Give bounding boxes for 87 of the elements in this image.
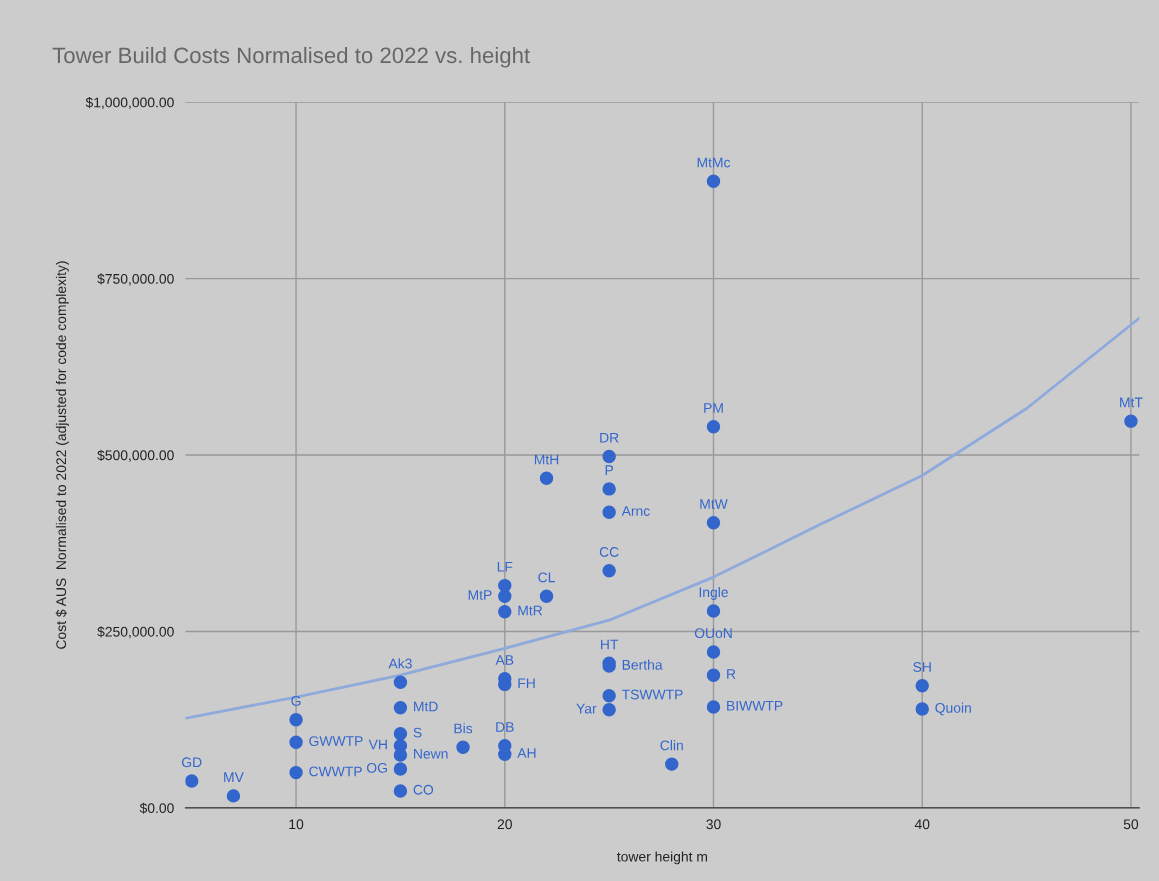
point bbox=[393, 784, 408, 798]
y-tick-label: $750,000.00 bbox=[97, 273, 174, 286]
data-label: LF bbox=[497, 562, 513, 572]
data-label: S bbox=[413, 727, 422, 738]
data-label: OUoN bbox=[694, 628, 732, 639]
data-label: Quoin bbox=[935, 702, 971, 716]
data-label: Bertha bbox=[622, 659, 663, 670]
data-label: CC bbox=[599, 547, 619, 557]
point bbox=[393, 748, 408, 762]
point bbox=[185, 774, 199, 788]
point bbox=[602, 482, 616, 496]
data-label: DR bbox=[600, 432, 619, 443]
data-label: Yar bbox=[576, 703, 597, 714]
data-label: CL bbox=[538, 572, 555, 583]
point bbox=[602, 688, 616, 703]
data-label: AB bbox=[495, 655, 514, 665]
data-label: DB bbox=[496, 722, 514, 732]
data-label: Newn bbox=[414, 748, 448, 759]
data-label: MtMc bbox=[697, 157, 731, 168]
point bbox=[915, 702, 929, 716]
data-label: CO bbox=[413, 784, 434, 795]
point bbox=[539, 471, 554, 486]
x-tick-label: 50 bbox=[1123, 819, 1139, 830]
point bbox=[915, 679, 929, 693]
data-label: SH bbox=[913, 662, 931, 672]
point bbox=[706, 668, 721, 682]
point bbox=[393, 700, 408, 715]
point bbox=[706, 420, 721, 434]
data-label: HT bbox=[601, 639, 619, 650]
y-axis-title: Cost $ AUS Normalised to 2022 (adjusted for code complexity) bbox=[55, 261, 69, 649]
data-label: MtW bbox=[700, 499, 728, 509]
data-label: FH bbox=[518, 678, 535, 688]
x-tick-label: 10 bbox=[289, 819, 304, 830]
point bbox=[456, 740, 470, 754]
data-label: GD bbox=[181, 757, 202, 768]
chart-title: Tower Build Costs Normalised to 2022 vs. height bbox=[52, 46, 530, 68]
data-label: MV bbox=[224, 772, 244, 782]
data-label: MtP bbox=[468, 590, 492, 600]
point bbox=[602, 564, 616, 578]
point bbox=[706, 604, 721, 618]
point bbox=[602, 703, 616, 717]
data-label: TSWWTP bbox=[621, 689, 683, 700]
point bbox=[665, 757, 679, 771]
data-label: Ak3 bbox=[388, 658, 412, 669]
data-label: Bis bbox=[454, 723, 473, 734]
point bbox=[393, 762, 408, 776]
data-label: MtT bbox=[1120, 397, 1143, 408]
point bbox=[226, 789, 241, 803]
data-label: VH bbox=[368, 739, 387, 750]
y-tick-label: $250,000.00 bbox=[97, 626, 174, 639]
data-label: PM bbox=[704, 403, 723, 413]
data-label: R bbox=[727, 669, 736, 679]
point bbox=[1124, 414, 1138, 428]
x-tick-label: 30 bbox=[706, 819, 721, 830]
point bbox=[289, 765, 303, 780]
point bbox=[289, 712, 303, 727]
data-label: BIWWTP bbox=[727, 701, 783, 711]
point bbox=[706, 700, 721, 714]
data-label: Arnc bbox=[621, 506, 650, 516]
y-tick-label: $1,000,000.00 bbox=[85, 96, 174, 110]
point bbox=[393, 727, 408, 741]
point bbox=[498, 578, 512, 593]
y-tick-label: $0.00 bbox=[139, 802, 174, 814]
point bbox=[539, 589, 554, 603]
data-label: G bbox=[291, 695, 301, 706]
point bbox=[706, 645, 721, 659]
point bbox=[289, 735, 303, 749]
data-label: MtH bbox=[534, 454, 559, 465]
data-label: Ingle bbox=[699, 586, 728, 600]
x-axis-title: tower height m bbox=[617, 851, 707, 865]
data-label: MtR bbox=[518, 605, 543, 616]
data-label: Clin bbox=[660, 740, 683, 751]
x-tick-label: 40 bbox=[914, 819, 930, 830]
point bbox=[602, 449, 616, 464]
y-tick-label: $500,000.00 bbox=[97, 449, 174, 462]
data-label: AH bbox=[517, 748, 536, 758]
data-label: OG bbox=[366, 762, 387, 773]
data-label: CWWTP bbox=[309, 766, 362, 777]
point bbox=[498, 604, 512, 619]
x-tick-label: 20 bbox=[497, 819, 512, 830]
data-label: P bbox=[605, 465, 614, 475]
point bbox=[706, 174, 721, 188]
data-label: GWWTP bbox=[309, 736, 363, 746]
point bbox=[602, 505, 616, 519]
point bbox=[706, 516, 721, 530]
data-label: MtD bbox=[414, 701, 438, 712]
point bbox=[393, 675, 408, 689]
